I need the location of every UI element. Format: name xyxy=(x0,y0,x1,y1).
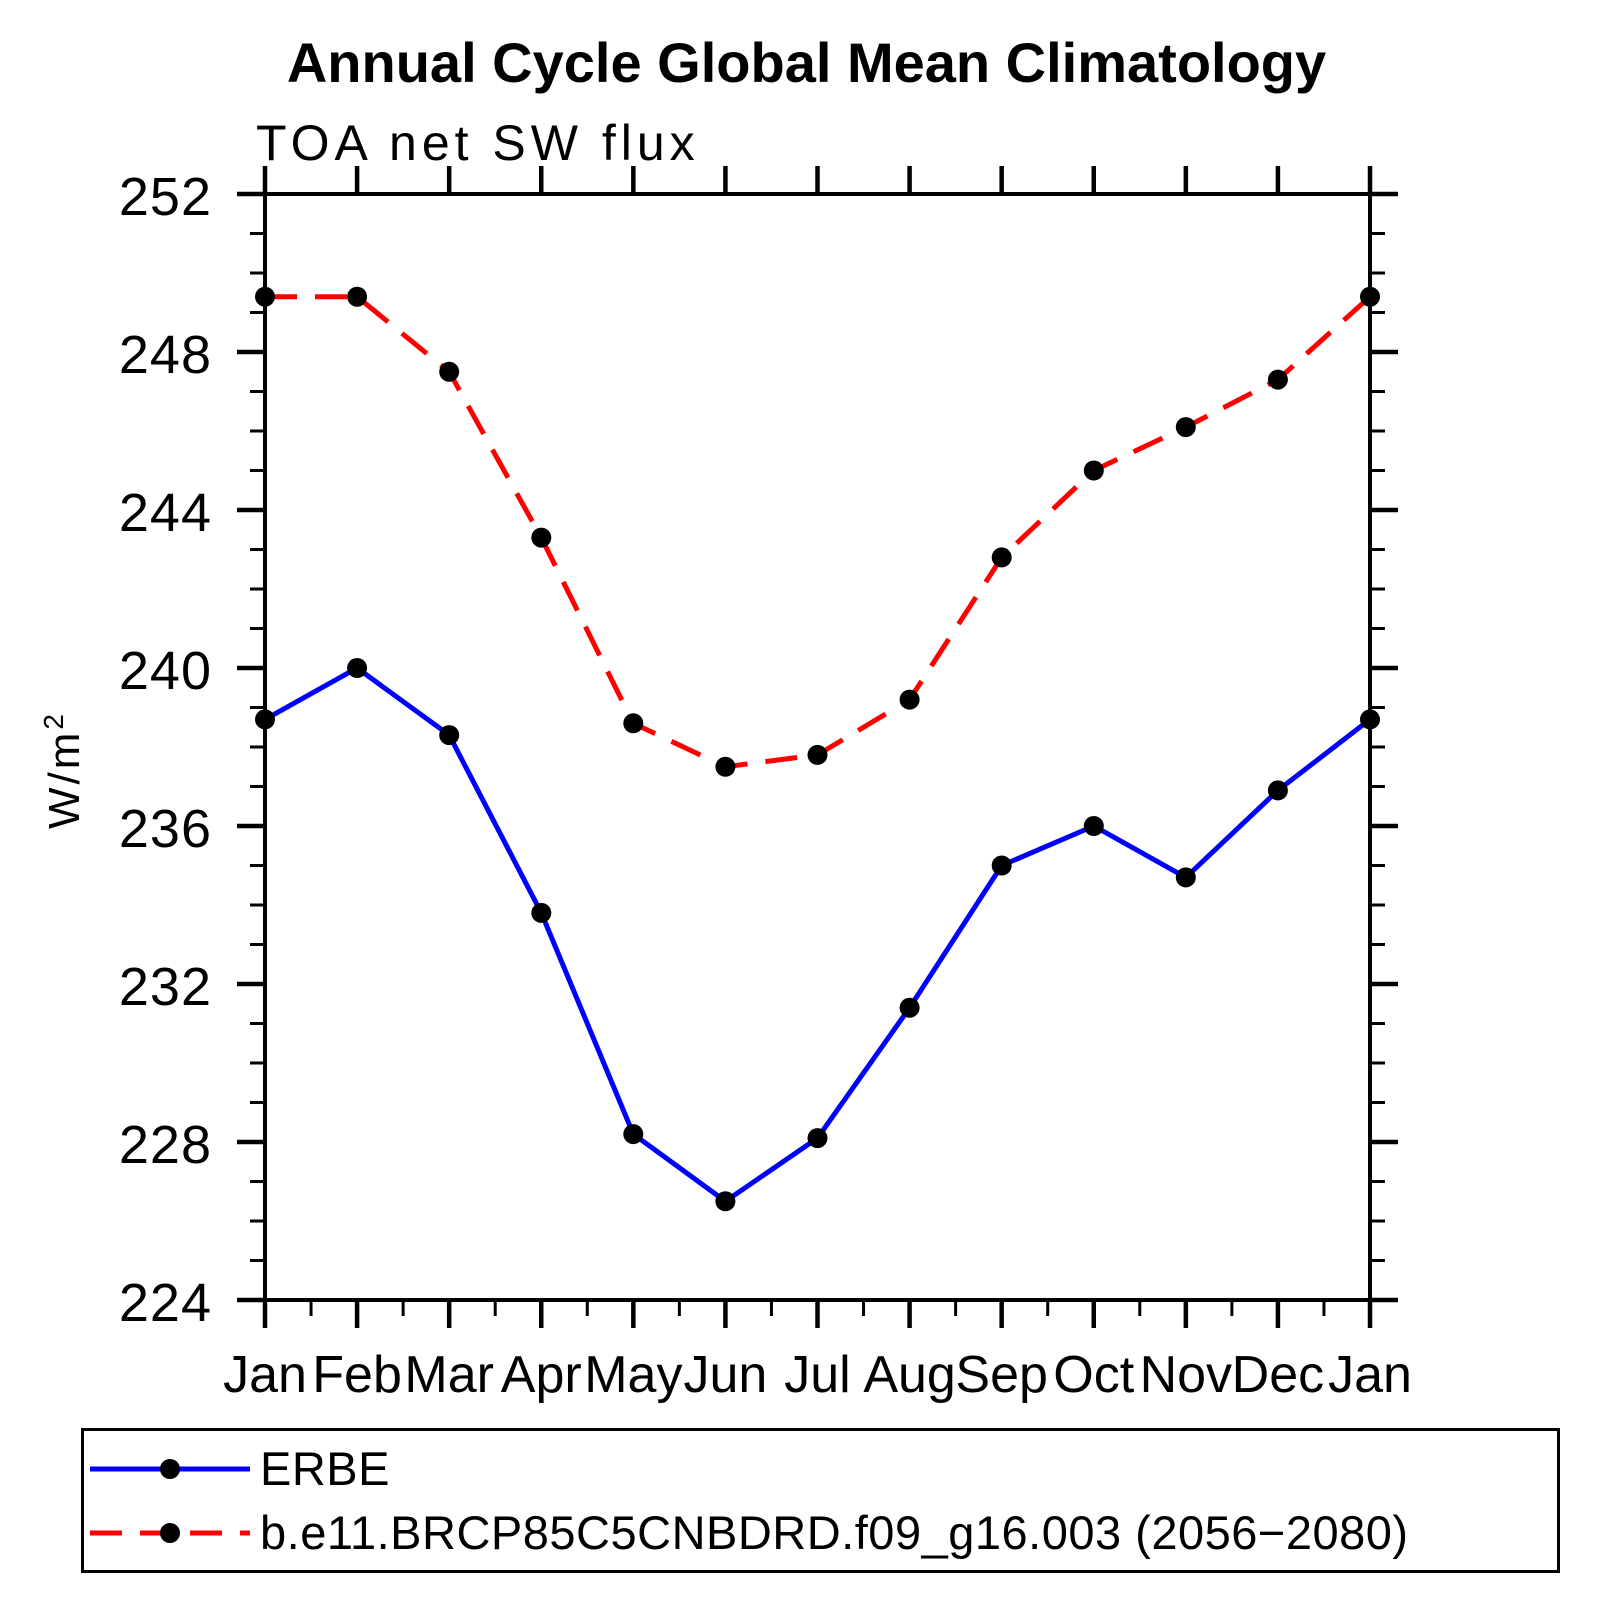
y-tick-label: 232 xyxy=(119,957,212,1017)
x-tick-label: Nov xyxy=(1140,1346,1232,1404)
legend-marker-erbe xyxy=(160,1458,180,1479)
chart-subtitle: TOA net SW flux xyxy=(256,115,700,171)
x-tick-label: Jul xyxy=(784,1346,850,1404)
y-tick-label: 248 xyxy=(119,325,212,385)
data-point-marker xyxy=(347,658,368,678)
data-point-marker xyxy=(531,527,552,548)
x-tick-label: Jun xyxy=(683,1346,767,1404)
y-tick-label: 236 xyxy=(119,799,212,859)
data-point-marker xyxy=(623,1124,644,1145)
data-point-marker xyxy=(991,547,1012,568)
data-point-marker xyxy=(347,286,368,307)
x-tick-label: Aug xyxy=(863,1346,956,1404)
x-tick-label: Jan xyxy=(223,1346,307,1404)
y-tick-label: 252 xyxy=(119,167,212,227)
x-tick-label: Mar xyxy=(404,1346,494,1404)
y-tick-label: 244 xyxy=(119,483,212,543)
y-tick-label: 228 xyxy=(119,1115,212,1175)
data-point-marker xyxy=(439,361,460,382)
data-point-marker xyxy=(715,756,736,777)
data-point-marker xyxy=(1175,417,1196,438)
data-point-marker xyxy=(439,725,460,746)
legend-sample-solid xyxy=(90,1458,250,1479)
legend-item-model: b.e11.BRCP85C5CNBDRD.f09_g16.003 (2056−2… xyxy=(88,1501,1557,1565)
data-point-marker xyxy=(1267,369,1288,390)
data-point-marker xyxy=(899,689,920,710)
y-tick-label: 240 xyxy=(119,641,212,701)
legend: ERBE b.e11.BRCP85C5CNBDRD.f09_g16.003 (2… xyxy=(81,1428,1560,1573)
legend-marker-model xyxy=(160,1522,180,1543)
x-tick-label: Dec xyxy=(1232,1346,1324,1404)
data-point-marker xyxy=(531,902,552,923)
data-point-marker xyxy=(807,744,828,765)
data-point-marker xyxy=(1083,816,1104,836)
legend-item-erbe: ERBE xyxy=(88,1437,1557,1501)
x-tick-label: Jan xyxy=(1328,1346,1412,1404)
data-point-marker xyxy=(1267,780,1288,801)
y-tick-label: 224 xyxy=(119,1273,212,1333)
data-point-marker xyxy=(991,855,1012,876)
x-tick-label: Feb xyxy=(312,1346,402,1404)
x-tick-label: May xyxy=(584,1346,682,1404)
data-point-marker xyxy=(715,1191,736,1212)
data-point-marker xyxy=(255,709,275,730)
legend-sample-dashed xyxy=(90,1522,250,1543)
data-point-marker xyxy=(1360,709,1380,730)
x-tick-label: Apr xyxy=(501,1346,582,1404)
series-line-model xyxy=(265,294,1372,770)
legend-label-model: b.e11.BRCP85C5CNBDRD.f09_g16.003 (2056−2… xyxy=(260,1506,1409,1559)
data-point-marker xyxy=(255,286,275,307)
data-point-marker xyxy=(1083,460,1104,481)
data-point-marker xyxy=(1175,867,1196,888)
data-point-marker xyxy=(1360,286,1380,307)
data-point-marker xyxy=(623,713,644,734)
x-tick-label: Oct xyxy=(1053,1346,1134,1404)
data-point-marker xyxy=(899,997,920,1018)
x-tick-label: Sep xyxy=(955,1346,1048,1404)
chart-title: Annual Cycle Global Mean Climatology xyxy=(286,31,1327,94)
legend-label-erbe: ERBE xyxy=(260,1442,390,1495)
data-point-marker xyxy=(807,1128,828,1149)
